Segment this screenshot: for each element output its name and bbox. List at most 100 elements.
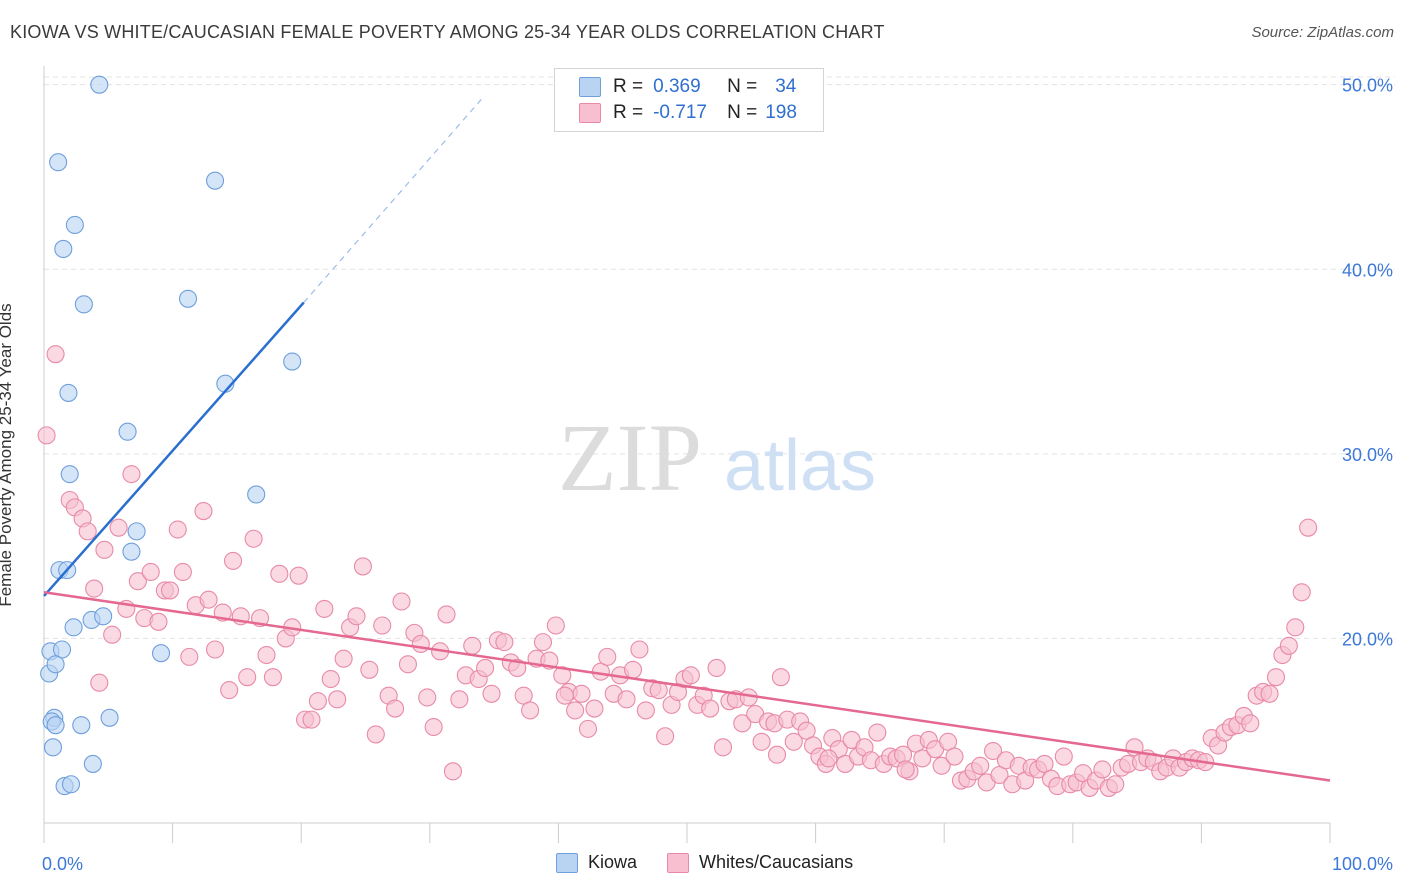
white-point [482, 684, 501, 703]
legend-r-label: R = [613, 102, 644, 123]
legend-label-white: Whites/Caucasians [699, 852, 854, 872]
white-point [971, 756, 990, 775]
white-point [109, 518, 128, 537]
white-point [1106, 775, 1125, 794]
white-point [141, 562, 160, 582]
y-tick-label: 40.0% [1342, 260, 1393, 280]
kiowa-trend-extension [303, 99, 482, 303]
white-point [771, 668, 790, 687]
white-point [103, 625, 122, 644]
trend-lines [43, 99, 1331, 782]
kiowa-point [74, 295, 93, 314]
white-point [767, 745, 787, 764]
white-point [366, 725, 385, 744]
white-point [180, 647, 199, 666]
kiowa-point [46, 655, 65, 674]
kiowa-point [247, 485, 266, 504]
white-point [46, 345, 65, 364]
white-point [636, 701, 655, 720]
kiowa-point [43, 738, 63, 757]
white-point [398, 655, 417, 674]
white-point [476, 658, 495, 678]
white-point [238, 668, 257, 687]
white-point [347, 607, 366, 626]
white-point [173, 562, 192, 582]
legend-row-kiowa: R = 0.369 N = 34 [579, 75, 796, 99]
white-point [353, 557, 372, 576]
kiowa-point [127, 522, 146, 541]
white-point [308, 692, 327, 711]
white-point [521, 701, 540, 720]
white-point [555, 686, 574, 705]
white-point [1279, 636, 1298, 655]
white-trend-line [43, 591, 1331, 782]
kiowa-point [205, 171, 225, 190]
white-point [533, 633, 553, 652]
white-point [37, 426, 56, 445]
legend-r-value: 0.369 [653, 76, 701, 97]
white-point [443, 762, 462, 781]
kiowa-point [59, 383, 78, 402]
white-point [566, 701, 585, 720]
white-point [707, 658, 726, 678]
white-point [1241, 714, 1260, 733]
kiowa-point [46, 716, 65, 735]
white-point [328, 690, 347, 709]
white-point [149, 612, 168, 631]
white-point [1054, 747, 1073, 766]
legend-n-value: 198 [765, 102, 797, 123]
tick-labels: 20.0% 30.0% 40.0% 50.0% 0.0% 100.0% [42, 76, 1393, 874]
white-point [386, 699, 405, 718]
white-point [223, 551, 243, 570]
white-point [373, 616, 392, 635]
kiowa-swatch [579, 77, 601, 97]
white-point [450, 690, 469, 709]
white-point [199, 590, 218, 609]
white-point [392, 592, 411, 611]
white-point [1260, 684, 1279, 703]
white-swatch [667, 852, 690, 873]
white-point [90, 673, 109, 692]
white-point [205, 640, 225, 659]
white-point [896, 760, 915, 779]
white-point [578, 719, 598, 738]
legend-row-white: R = -0.717 N = 198 [579, 101, 797, 125]
white-point [1286, 618, 1305, 637]
white-point [411, 634, 430, 654]
white-series-points [37, 345, 1318, 797]
kiowa-point [151, 644, 171, 663]
legend-label-kiowa: Kiowa [588, 852, 638, 872]
white-point [752, 732, 771, 751]
white-point [713, 738, 733, 757]
kiowa-point [54, 239, 73, 259]
watermark: ZIP atlas [558, 404, 876, 511]
axes [43, 66, 1331, 843]
x-tick-label: 0.0% [42, 854, 83, 874]
white-point [360, 660, 379, 679]
kiowa-point [64, 618, 83, 637]
white-point [334, 649, 353, 668]
legend-n-label: N = [727, 76, 758, 97]
white-point [122, 465, 141, 484]
kiowa-point [122, 542, 141, 561]
white-point [656, 727, 675, 746]
white-point [128, 572, 147, 591]
kiowa-point [60, 465, 79, 484]
kiowa-swatch [556, 852, 578, 873]
white-point [160, 581, 180, 600]
legend-n-label: N = [727, 102, 758, 123]
white-point [437, 605, 456, 624]
kiowa-point [61, 775, 81, 794]
white-point [913, 749, 932, 768]
white-point [784, 732, 803, 751]
series-legend: Kiowa Whites/Caucasians [556, 852, 883, 873]
white-point [220, 681, 239, 700]
white-point [630, 640, 649, 659]
white-point [617, 690, 636, 709]
gridlines [44, 76, 1395, 639]
white-point [289, 566, 308, 585]
white-point [95, 540, 114, 559]
white-point [819, 749, 838, 768]
legend-item-kiowa: Kiowa [556, 852, 637, 873]
